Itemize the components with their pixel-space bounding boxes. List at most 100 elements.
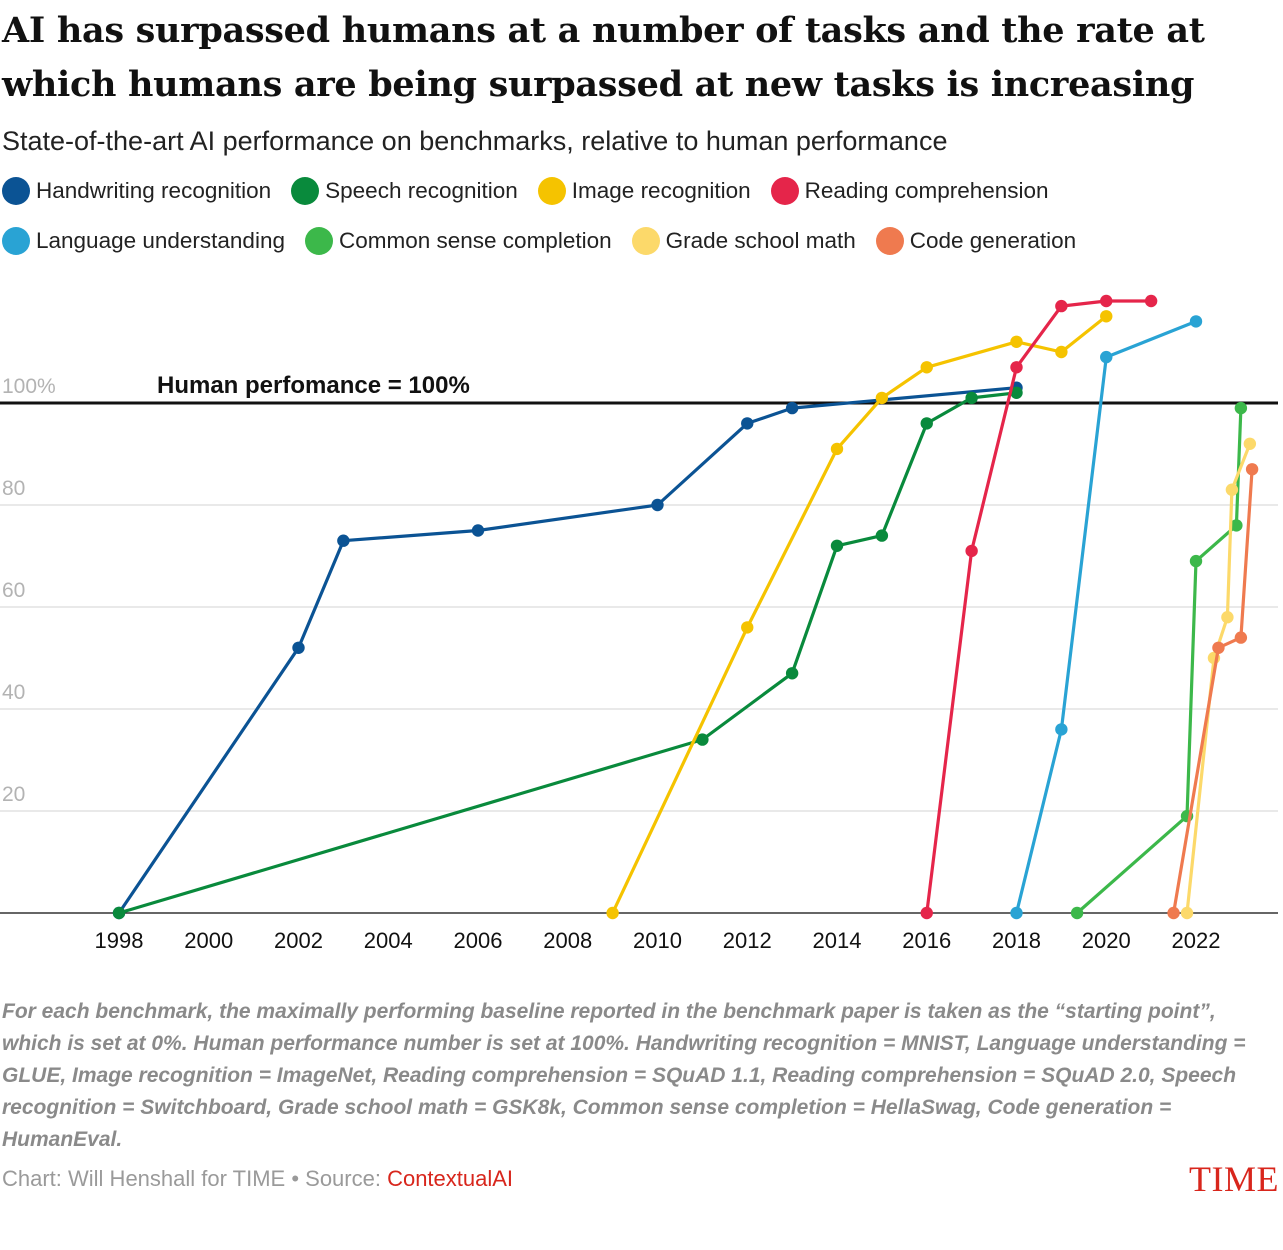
legend-swatch xyxy=(537,177,566,205)
series-image-recognition xyxy=(606,310,1113,920)
legend-label: Language understanding xyxy=(36,228,285,253)
legend-item-handwriting-recognition[interactable]: Handwriting recognition xyxy=(2,177,271,205)
data-point xyxy=(471,524,485,537)
x-tick-label: 2010 xyxy=(633,928,682,953)
data-point xyxy=(785,401,799,415)
data-point xyxy=(920,906,933,920)
series-line xyxy=(925,299,1153,915)
data-point xyxy=(785,667,799,680)
data-point xyxy=(696,733,709,746)
line-chart: 20 40 60 80 100% Human perfomance = 100% 1998 2… xyxy=(0,294,1278,953)
data-point xyxy=(1245,463,1259,476)
data-point xyxy=(920,417,933,430)
legend-item-reading-comprehension[interactable]: Reading comprehension xyxy=(770,177,1049,205)
legend-swatch xyxy=(875,227,904,255)
data-point xyxy=(1010,361,1023,374)
legend-swatch xyxy=(631,227,660,255)
x-tick-label: 2014 xyxy=(813,928,862,953)
x-tick-label: 2012 xyxy=(723,928,772,953)
data-point xyxy=(1180,906,1194,920)
data-point xyxy=(741,621,754,634)
data-point xyxy=(292,641,305,654)
data-point xyxy=(1234,401,1248,415)
credit-prefix: Chart: Will Henshall for TIME • Source: xyxy=(2,1166,388,1191)
legend-item-language-understanding[interactable]: Language understanding xyxy=(2,227,285,255)
data-point xyxy=(1010,335,1023,348)
chart-title: AI has surpassed humans at a number of t… xyxy=(2,10,1205,105)
data-point xyxy=(1100,310,1113,323)
legend-item-grade-school-math[interactable]: Grade school math xyxy=(631,227,856,255)
legend-swatch xyxy=(2,177,30,205)
footnote: For each benchmark, the maximally perfor… xyxy=(2,1000,1246,1151)
legend-label: Speech recognition xyxy=(325,178,518,203)
data-point xyxy=(1100,294,1113,308)
data-point xyxy=(1167,906,1180,920)
legend-item-code-generation[interactable]: Code generation xyxy=(875,227,1077,255)
series-line xyxy=(117,391,1019,915)
data-point xyxy=(875,391,889,405)
x-tick-label: 2022 xyxy=(1172,928,1221,953)
data-point xyxy=(1010,386,1023,399)
legend-swatch xyxy=(291,177,320,205)
y-tick-label: 40 xyxy=(2,681,25,704)
data-point xyxy=(1189,315,1203,328)
data-point xyxy=(1189,554,1203,568)
y-tick-label: 20 xyxy=(2,783,25,806)
series-language-understanding xyxy=(1010,315,1203,920)
legend-swatch xyxy=(2,227,30,255)
data-point xyxy=(830,442,844,456)
legend-item-common-sense-completion[interactable]: Common sense completion xyxy=(304,227,612,255)
data-point xyxy=(1234,631,1248,644)
data-point xyxy=(112,906,126,920)
legend-label: Grade school math xyxy=(665,228,856,253)
series-handwriting-recognition xyxy=(112,381,1023,920)
x-tick-label: 2020 xyxy=(1082,928,1131,953)
legend-label: Handwriting recognition xyxy=(36,178,272,203)
data-point xyxy=(965,544,978,558)
series-speech-recognition xyxy=(112,386,1023,920)
data-point xyxy=(965,391,978,405)
x-tick-label: 2016 xyxy=(902,928,951,953)
data-point xyxy=(1055,299,1068,313)
x-tick-label: 2004 xyxy=(364,928,413,953)
legend-swatch xyxy=(770,177,799,205)
series-line xyxy=(1014,319,1198,915)
legend-item-image-recognition[interactable]: Image recognition xyxy=(537,177,751,205)
data-point xyxy=(1230,519,1243,532)
y-tick-label: 60 xyxy=(2,579,25,602)
legend-label: Image recognition xyxy=(571,178,751,203)
data-point xyxy=(1070,906,1084,920)
x-tick-label: 1998 xyxy=(95,928,144,953)
data-point xyxy=(875,529,889,542)
legend-label: Common sense completion xyxy=(338,228,612,253)
legend: Handwriting recognition Speech recognitio… xyxy=(2,174,1272,274)
data-point xyxy=(920,361,933,374)
legend-row-2: Language understanding Common sense compl… xyxy=(2,224,1272,258)
data-point xyxy=(1212,641,1225,654)
source-link[interactable]: ContextualAI xyxy=(387,1166,514,1191)
time-logo: TIME xyxy=(1189,1159,1279,1199)
credit-line: Chart: Will Henshall for TIME • Source: … xyxy=(2,1166,513,1192)
series-line xyxy=(1171,467,1254,915)
x-tick-label: 2006 xyxy=(454,928,503,953)
x-tick-label: 2008 xyxy=(543,928,592,953)
data-point xyxy=(337,534,350,547)
series-line xyxy=(1185,442,1252,915)
series-reading-comprehension xyxy=(920,294,1158,920)
data-point xyxy=(1100,350,1113,364)
data-point xyxy=(651,498,664,512)
data-point xyxy=(1010,906,1023,920)
x-tick-label: 2002 xyxy=(274,928,323,953)
chart-subtitle: State-of-the-art AI performance on bench… xyxy=(2,126,948,156)
data-point xyxy=(1055,345,1068,359)
legend-row-1: Handwriting recognition Speech recognitio… xyxy=(2,174,1272,208)
legend-label: Code generation xyxy=(909,228,1077,253)
y-tick-label: 100% xyxy=(2,375,56,398)
legend-swatch xyxy=(304,227,333,255)
legend-item-speech-recognition[interactable]: Speech recognition xyxy=(291,177,518,205)
data-point xyxy=(606,906,619,920)
series-line xyxy=(610,314,1108,915)
x-tick-label: 2000 xyxy=(184,928,233,953)
data-point xyxy=(741,417,754,430)
legend-label: Reading comprehension xyxy=(804,178,1049,203)
